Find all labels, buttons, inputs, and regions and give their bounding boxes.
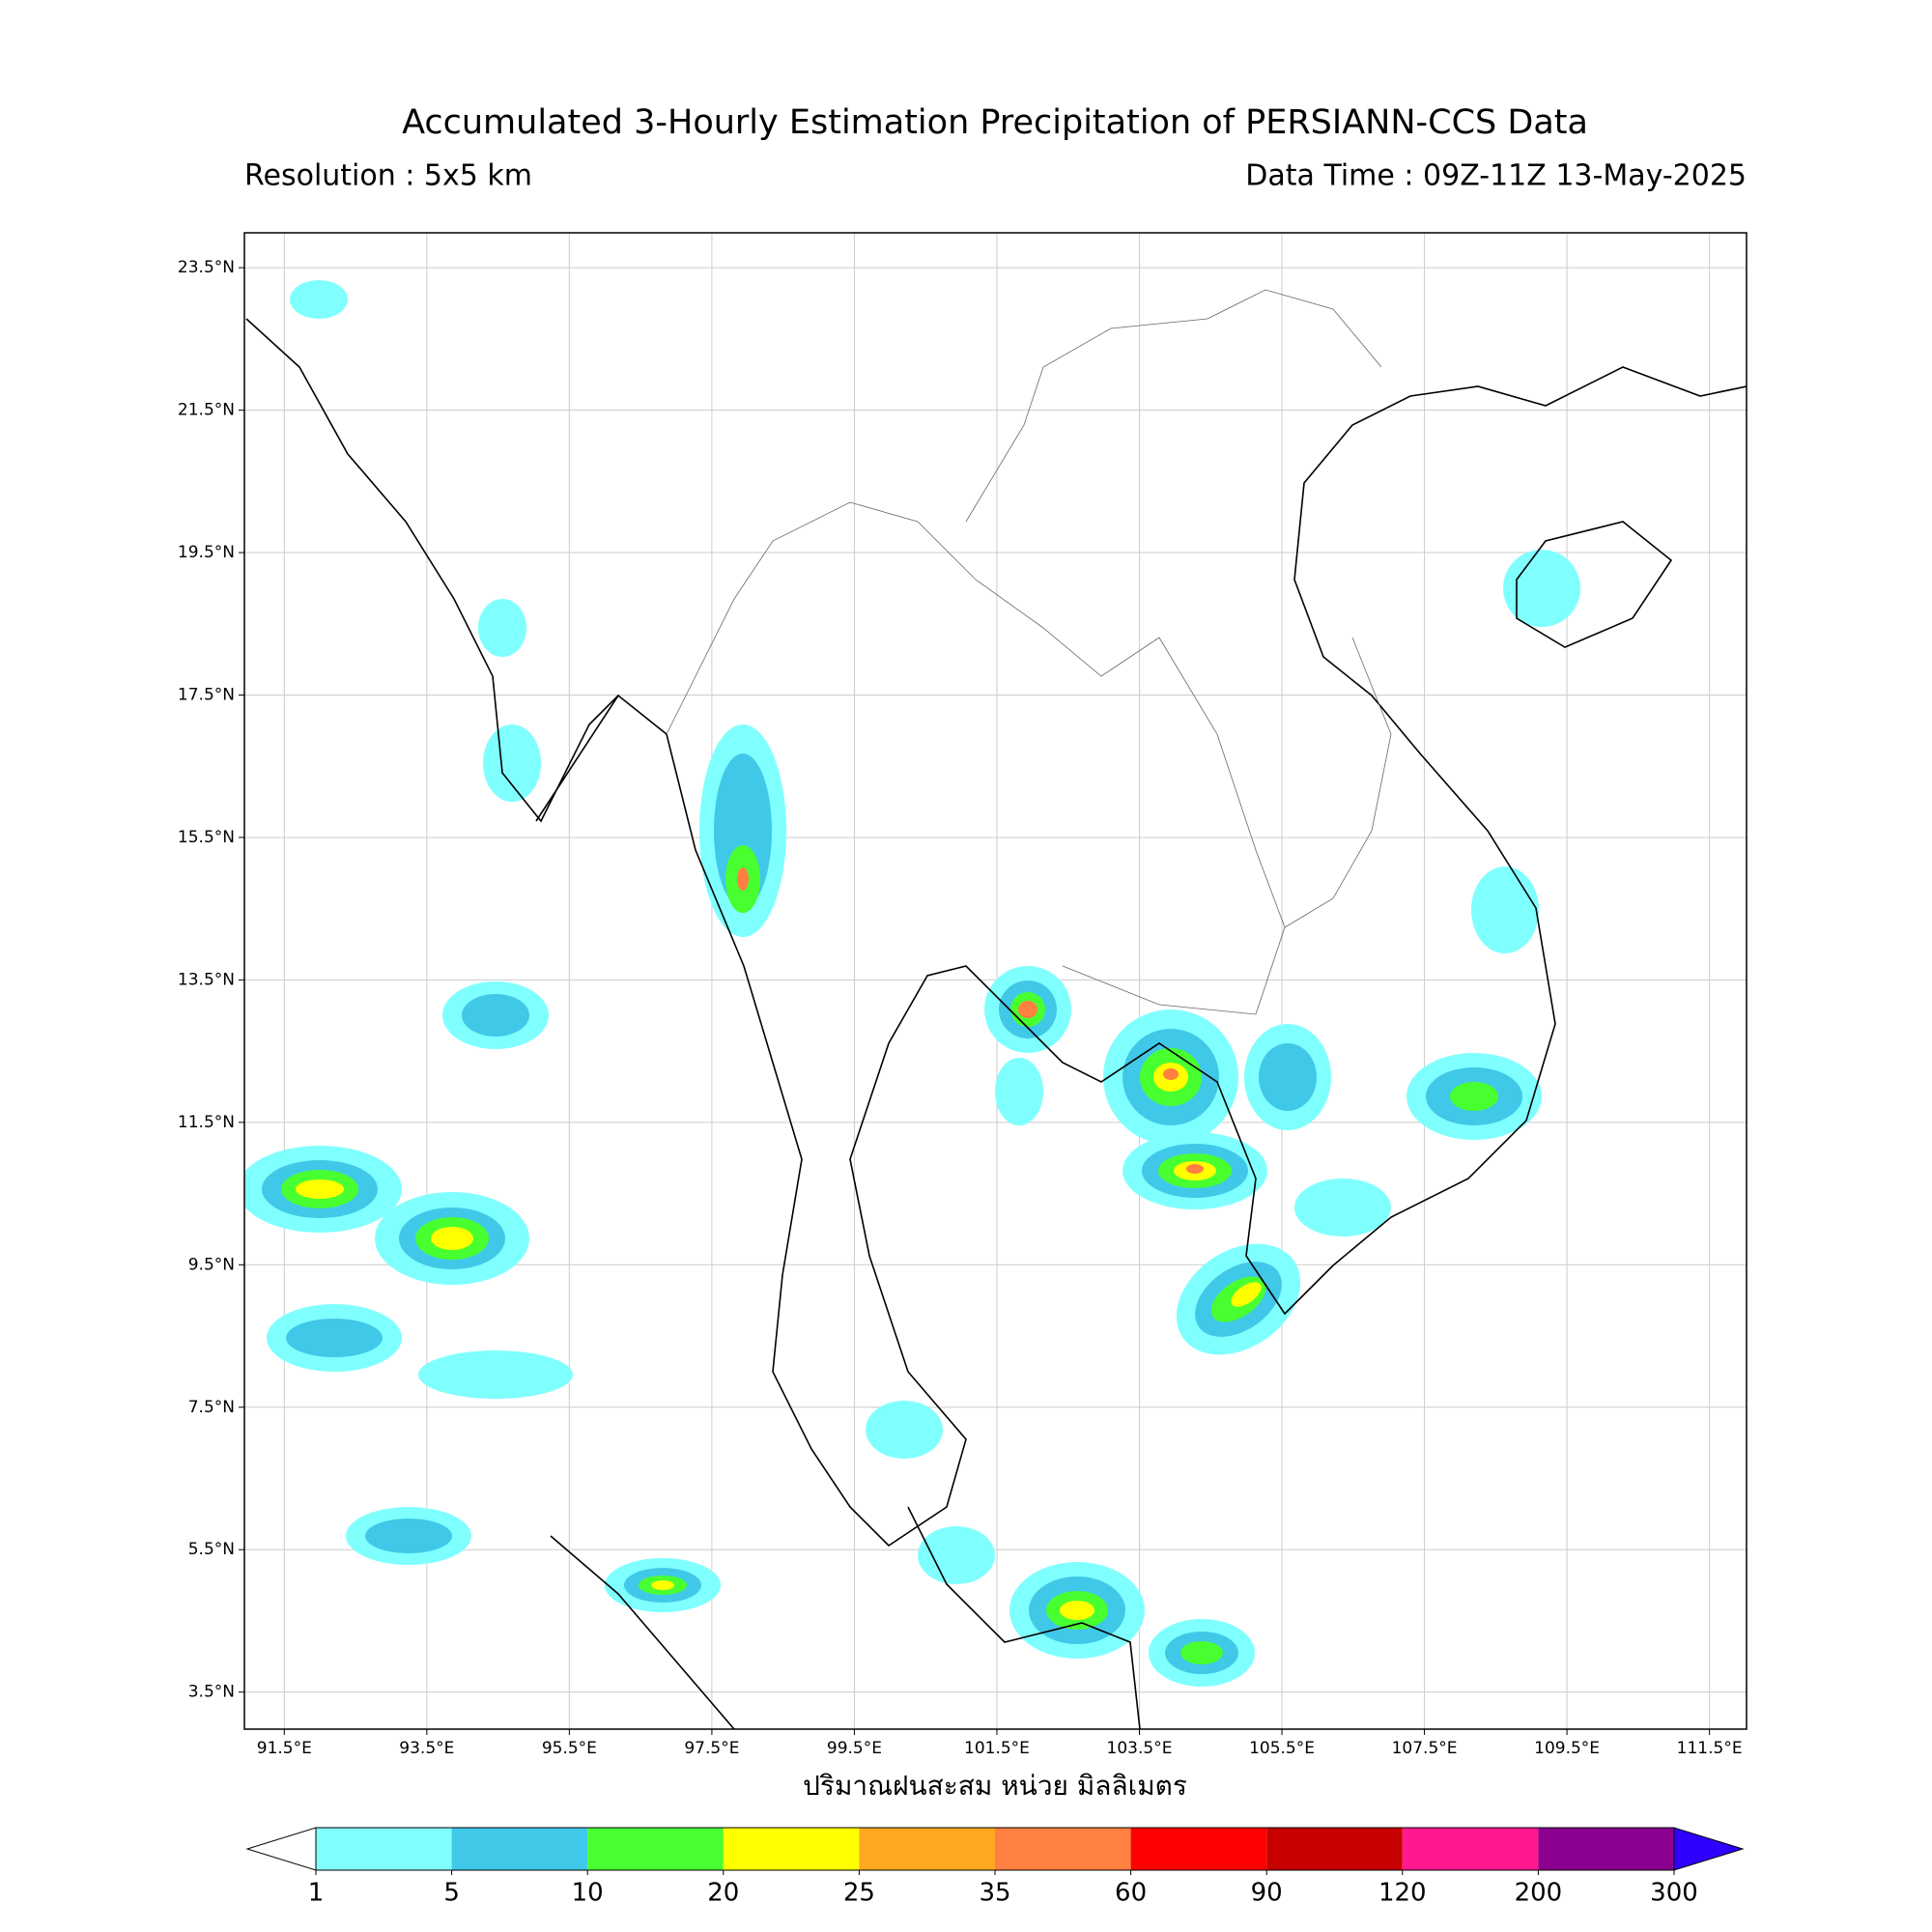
colorbar-swatch bbox=[995, 1828, 1131, 1870]
y-tick-label: 13.5°N bbox=[178, 970, 235, 989]
x-tick-label: 91.5°E bbox=[257, 1739, 312, 1758]
x-tick-label: 111.5°E bbox=[1677, 1739, 1743, 1758]
x-axis-label: ปริมาณฝนสะสม หน่วย มิลลิเมตร bbox=[803, 1770, 1187, 1802]
coastline bbox=[245, 318, 1747, 1729]
y-tick-label: 3.5°N bbox=[188, 1683, 235, 1702]
y-tick-label: 21.5°N bbox=[178, 401, 235, 420]
rain-severe bbox=[737, 867, 1204, 1174]
colorbar-swatch bbox=[1538, 1828, 1674, 1870]
colorbar-swatch bbox=[723, 1828, 860, 1870]
colorbar-over bbox=[1673, 1827, 1745, 1871]
colorbar-label: 1 bbox=[308, 1879, 325, 1908]
y-tick-label: 15.5°N bbox=[178, 828, 235, 847]
y-tick-label: 5.5°N bbox=[188, 1540, 235, 1559]
x-tick-label: 97.5°E bbox=[684, 1739, 739, 1758]
colorbar-swatch bbox=[859, 1828, 995, 1870]
x-tick-label: 101.5°E bbox=[964, 1739, 1030, 1758]
x-tick-label: 99.5°E bbox=[827, 1739, 882, 1758]
colorbar-swatch bbox=[587, 1828, 724, 1870]
colorbar-label: 120 bbox=[1378, 1879, 1427, 1908]
x-tick-label: 103.5°E bbox=[1107, 1739, 1173, 1758]
y-tick-label: 7.5°N bbox=[188, 1398, 235, 1417]
x-tick-label: 93.5°E bbox=[399, 1739, 454, 1758]
y-tick-label: 19.5°N bbox=[178, 543, 235, 562]
colorbar-swatch bbox=[316, 1828, 452, 1870]
x-tick-label: 107.5°E bbox=[1392, 1739, 1458, 1758]
y-tick-label: 9.5°N bbox=[188, 1255, 235, 1274]
colorbar-swatch bbox=[1402, 1828, 1539, 1870]
colorbar-under bbox=[245, 1827, 317, 1871]
resolution: Resolution : 5x5 km bbox=[244, 159, 532, 193]
colorbar-swatch bbox=[451, 1828, 588, 1870]
x-tick-label: 105.5°E bbox=[1249, 1739, 1315, 1758]
colorbar-swatch bbox=[1130, 1828, 1267, 1870]
colorbar-swatch bbox=[1266, 1828, 1403, 1870]
colorbar-label: 60 bbox=[1115, 1879, 1147, 1908]
colorbar: 1 5 10 20 25 35 60 90 120 200 300 bbox=[245, 1827, 1745, 1908]
colorbar-label: 35 bbox=[979, 1879, 1010, 1908]
colorbar-label: 200 bbox=[1515, 1879, 1563, 1908]
map-title: Accumulated 3-Hourly Estimation Precipit… bbox=[402, 103, 1588, 142]
map-frame bbox=[243, 232, 1747, 1730]
colorbar-label: 300 bbox=[1650, 1879, 1698, 1908]
colorbar-label: 5 bbox=[443, 1879, 460, 1908]
x-tick-label: 95.5°E bbox=[542, 1739, 597, 1758]
colorbar-label: 10 bbox=[572, 1879, 604, 1908]
colorbar-label: 25 bbox=[843, 1879, 875, 1908]
y-tick-label: 23.5°N bbox=[178, 258, 235, 277]
data-time: Data Time : 09Z-11Z 13-May-2025 bbox=[1245, 159, 1747, 193]
precipitation-field bbox=[244, 280, 1747, 1729]
grid bbox=[244, 233, 1747, 1729]
colorbar-label: 90 bbox=[1251, 1879, 1283, 1908]
y-tick-label: 17.5°N bbox=[178, 685, 235, 704]
colorbar-label: 20 bbox=[707, 1879, 739, 1908]
x-tick-label: 109.5°E bbox=[1534, 1739, 1600, 1758]
y-tick-label: 11.5°N bbox=[178, 1113, 235, 1132]
borders bbox=[666, 289, 1392, 1015]
rain-light bbox=[244, 280, 1580, 1687]
